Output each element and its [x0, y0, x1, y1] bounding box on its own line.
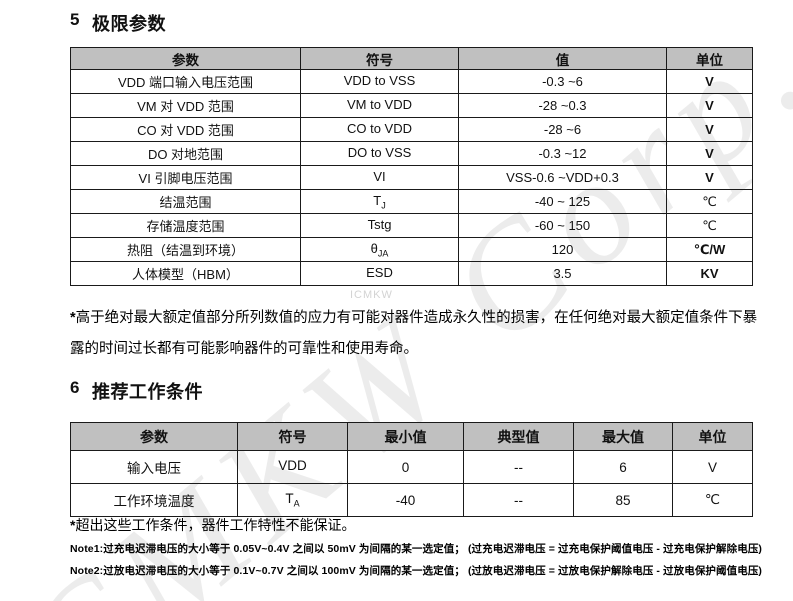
- table-row: VDD 端口输入电压范围 VDD to VSS -0.3 ~6 V: [70, 69, 753, 94]
- col-header-value: 值: [458, 47, 667, 70]
- cell-parameter: VM 对 VDD 范围: [70, 93, 301, 118]
- cell-value: -40 ~ 125: [458, 189, 667, 214]
- footnote-note1: Note1:过充电迟滞电压的大小等于 0.05V~0.4V 之间以 50mV 为…: [70, 543, 763, 555]
- table-row: 存储温度范围 Tstg -60 ~ 150 ℃: [70, 213, 753, 238]
- col-header-symbol: 符号: [237, 422, 348, 451]
- table-row: VI 引脚电压范围 VI VSS-0.6 ~VDD+0.3 V: [70, 165, 753, 190]
- cell-unit: V: [666, 141, 753, 166]
- cell-parameter: DO 对地范围: [70, 141, 301, 166]
- cell-unit: ℃: [672, 483, 753, 517]
- section-5-heading: 极限参数: [91, 14, 166, 34]
- cell-max: 85: [573, 483, 673, 517]
- cell-parameter: 人体模型（HBM）: [70, 261, 301, 286]
- cell-max: 6: [573, 450, 673, 484]
- col-header-parameter: 参数: [70, 422, 238, 451]
- cell-parameter: 热阻（结温到环境）: [70, 237, 301, 262]
- section-6-number: 6: [70, 378, 80, 397]
- col-header-unit: 单位: [666, 47, 753, 70]
- cell-symbol: VDD: [237, 450, 348, 484]
- cell-parameter: CO 对 VDD 范围: [70, 117, 301, 142]
- table-row: 热阻（结温到环境） θJA 120 ℃/W: [70, 237, 753, 262]
- cell-symbol: VM to VDD: [300, 93, 459, 118]
- cell-parameter: VI 引脚电压范围: [70, 165, 301, 190]
- cell-min: 0: [347, 450, 464, 484]
- table-row: 结温范围 TJ -40 ~ 125 ℃: [70, 189, 753, 214]
- recommended-operating-conditions-table: 参数 符号 最小值 典型值 最大值 单位 输入电压 VDD 0 -- 6 V 工…: [70, 422, 753, 517]
- cell-typ: --: [463, 483, 574, 517]
- cell-value: 3.5: [458, 261, 667, 286]
- cell-unit: KV: [666, 261, 753, 286]
- section-5-number: 5: [70, 10, 80, 29]
- section-5-title: 5 极限参数: [70, 10, 166, 36]
- footnote-note2: Note2:过放电迟滞电压的大小等于 0.1V~0.7V 之间以 100mV 为…: [70, 565, 763, 577]
- cell-parameter: VDD 端口输入电压范围: [70, 69, 301, 94]
- cell-unit: V: [666, 69, 753, 94]
- table-header-row: 参数 符号 值 单位: [70, 47, 753, 70]
- cell-unit: V: [666, 93, 753, 118]
- operating-conditions-footnote: *超出这些工作条件，器件工作特性不能保证。: [70, 516, 762, 537]
- cell-unit: ℃/W: [666, 237, 753, 262]
- operating-conditions-footnote-text: 超出这些工作条件，器件工作特性不能保证。: [75, 519, 356, 534]
- col-header-symbol: 符号: [300, 47, 459, 70]
- cell-symbol: θJA: [300, 237, 459, 262]
- section-6-title: 6 推荐工作条件: [70, 378, 203, 404]
- cell-value: -0.3 ~6: [458, 69, 667, 94]
- table-row: 输入电压 VDD 0 -- 6 V: [70, 450, 753, 484]
- absolute-maximum-ratings-table: 参数 符号 值 单位 VDD 端口输入电压范围 VDD to VSS -0.3 …: [70, 47, 753, 286]
- cell-unit: ℃: [666, 189, 753, 214]
- col-header-typ: 典型值: [463, 422, 574, 451]
- table-row: CO 对 VDD 范围 CO to VDD -28 ~6 V: [70, 117, 753, 142]
- cell-symbol: TJ: [300, 189, 459, 214]
- cell-value: VSS-0.6 ~VDD+0.3: [458, 165, 667, 190]
- cell-parameter: 结温范围: [70, 189, 301, 214]
- table-row: 人体模型（HBM） ESD 3.5 KV: [70, 261, 753, 286]
- cell-parameter: 存储温度范围: [70, 213, 301, 238]
- cell-symbol: DO to VSS: [300, 141, 459, 166]
- cell-value: -28 ~6: [458, 117, 667, 142]
- table-row: 工作环境温度 TA -40 -- 85 ℃: [70, 483, 753, 517]
- cell-min: -40: [347, 483, 464, 517]
- table-row: DO 对地范围 DO to VSS -0.3 ~12 V: [70, 141, 753, 166]
- col-header-unit: 单位: [672, 422, 753, 451]
- cell-value: 120: [458, 237, 667, 262]
- asterisk: *: [70, 517, 76, 533]
- cell-value: -0.3 ~12: [458, 141, 667, 166]
- abs-max-footnote-text: 高于绝对最大额定值部分所列数值的应力有可能对器件造成永久性的损害，在任何绝对最大…: [70, 310, 758, 358]
- cell-value: -28 ~0.3: [458, 93, 667, 118]
- cell-unit: ℃: [666, 213, 753, 238]
- cell-parameter: 工作环境温度: [70, 483, 238, 517]
- cell-symbol: TA: [237, 483, 348, 517]
- cell-unit: V: [672, 450, 753, 484]
- cell-symbol: VDD to VSS: [300, 69, 459, 94]
- col-header-max: 最大值: [573, 422, 673, 451]
- cell-parameter: 输入电压: [70, 450, 238, 484]
- watermark-small: ICMKW: [350, 289, 393, 301]
- cell-symbol: CO to VDD: [300, 117, 459, 142]
- asterisk: *: [70, 310, 76, 326]
- cell-unit: V: [666, 117, 753, 142]
- cell-symbol: ESD: [300, 261, 459, 286]
- table-row: VM 对 VDD 范围 VM to VDD -28 ~0.3 V: [70, 93, 753, 118]
- cell-value: -60 ~ 150: [458, 213, 667, 238]
- cell-typ: --: [463, 450, 574, 484]
- col-header-min: 最小值: [347, 422, 464, 451]
- abs-max-footnote: *高于绝对最大额定值部分所列数值的应力有可能对器件造成永久性的损害，在任何绝对最…: [70, 303, 762, 365]
- table-header-row: 参数 符号 最小值 典型值 最大值 单位: [70, 422, 753, 451]
- col-header-parameter: 参数: [70, 47, 301, 70]
- section-6-heading: 推荐工作条件: [91, 382, 203, 402]
- cell-symbol: VI: [300, 165, 459, 190]
- cell-symbol: Tstg: [300, 213, 459, 238]
- cell-unit: V: [666, 165, 753, 190]
